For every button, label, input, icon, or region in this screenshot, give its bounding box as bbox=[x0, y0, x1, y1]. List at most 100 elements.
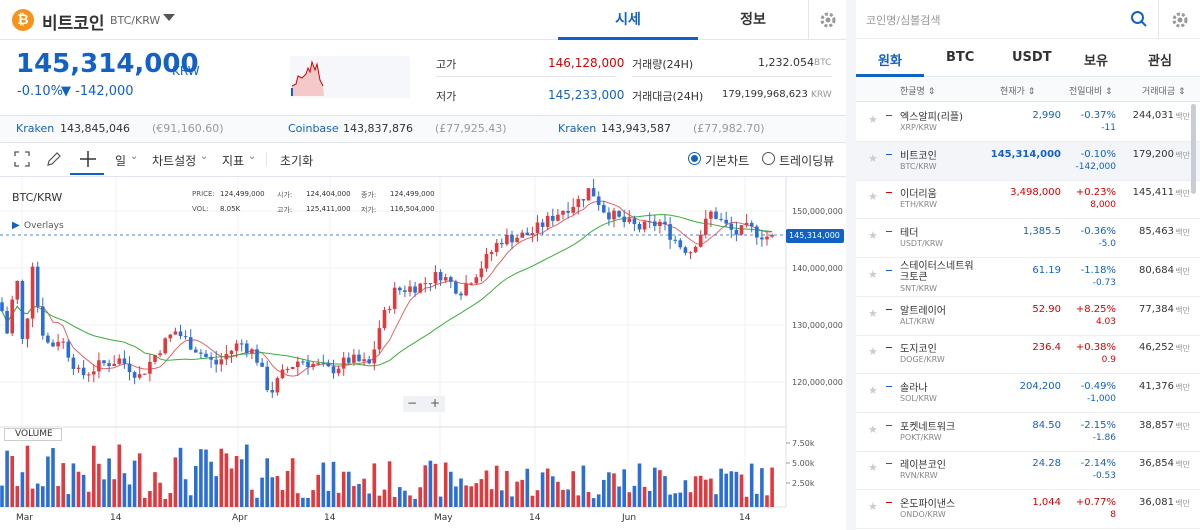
tab-holdings[interactable]: 보유 bbox=[1084, 54, 1108, 69]
candle-body bbox=[556, 214, 560, 221]
tab-btc[interactable]: BTC bbox=[946, 50, 975, 65]
candle-body bbox=[331, 366, 336, 374]
volume-bar bbox=[219, 448, 224, 507]
crosshair-icon[interactable] bbox=[79, 150, 97, 168]
col-volume[interactable]: 거래대금 ⇕ bbox=[1142, 87, 1186, 97]
overlays-toggle[interactable]: Overlays bbox=[24, 221, 64, 231]
volume-bar bbox=[199, 449, 203, 507]
indicators-menu[interactable]: 지표 bbox=[222, 154, 245, 168]
market-row[interactable]: ★ 알트레이어 ALT/KRW 52.90 +8.25% 4.03 77,384… bbox=[856, 297, 1200, 336]
market-row[interactable]: ★ 스테이터스네트워크토큰 SNT/KRW 61.19 -1.18% -0.73… bbox=[856, 258, 1200, 297]
candle-body bbox=[704, 218, 708, 235]
favorite-star-icon[interactable]: ★ bbox=[868, 190, 878, 204]
volume-bar bbox=[173, 457, 178, 507]
trading-view-label[interactable]: 트레이딩뷰 bbox=[779, 154, 835, 168]
col-change[interactable]: 전일대비 ⇕ bbox=[1069, 87, 1113, 97]
favorite-star-icon[interactable]: ★ bbox=[868, 151, 878, 165]
coin-symbol: USDT/KRW bbox=[900, 239, 944, 249]
volume-bar bbox=[158, 482, 162, 507]
coin-change-abs: -11 bbox=[1101, 123, 1116, 133]
market-row[interactable]: ★ 비트코인 BTC/KRW 145,314,000 -0.10% -142,0… bbox=[856, 141, 1200, 181]
fullscreen-icon[interactable] bbox=[14, 151, 30, 167]
market-row[interactable]: ★ 도지코인 DOGE/KRW 236.4 +0.38% 0.9 46,252 … bbox=[856, 335, 1200, 375]
favorite-star-icon[interactable]: ★ bbox=[868, 383, 878, 397]
market-row[interactable]: ★ 테더 USDT/KRW 1,385.5 -0.36% -5.0 85,463… bbox=[856, 219, 1200, 259]
tab-krw[interactable]: 원화 bbox=[878, 54, 902, 69]
settings-gear-icon[interactable] bbox=[1171, 11, 1189, 29]
tab-usdt[interactable]: USDT bbox=[1012, 50, 1052, 65]
volume-bar bbox=[591, 498, 596, 507]
candle-body bbox=[362, 359, 366, 362]
draw-pencil-icon[interactable] bbox=[46, 151, 62, 167]
exchange-fx: (€91,160.60) bbox=[152, 122, 224, 135]
volume-bar bbox=[668, 494, 672, 507]
overlays-arrow-icon[interactable]: ▶ bbox=[12, 220, 20, 231]
favorite-star-icon[interactable]: ★ bbox=[868, 229, 878, 243]
zoom-out-button[interactable]: − bbox=[407, 396, 418, 410]
search-icon[interactable] bbox=[1130, 10, 1148, 28]
coin-volume: 38,857 bbox=[1139, 419, 1174, 431]
market-row[interactable]: ★ 솔라나 SOL/KRW 204,200 -0.49% -1,000 41,3… bbox=[856, 374, 1200, 413]
market-row[interactable]: ★ 레이븐코인 RVN/KRW 24.28 -2.14% -0.53 36,85… bbox=[856, 451, 1200, 491]
tab-price[interactable]: 시세 bbox=[558, 0, 698, 40]
zoom-in-button[interactable]: + bbox=[430, 396, 441, 410]
chevron-down-icon: ⌄ bbox=[200, 151, 209, 162]
chart-settings-menu[interactable]: 차트설정 bbox=[152, 154, 197, 168]
market-row[interactable]: ★ 이더리움 ETH/KRW 3,498,000 +0.23% 8,000 14… bbox=[856, 180, 1200, 220]
trend-mark bbox=[886, 347, 892, 349]
market-row[interactable]: ★ 엑스알피(리플) XRP/KRW 2,990 -0.37% -11 244,… bbox=[856, 103, 1200, 142]
ohlc-label: 종가: bbox=[361, 191, 377, 199]
interval-select[interactable]: 일 bbox=[115, 154, 127, 168]
favorite-star-icon[interactable]: ★ bbox=[868, 306, 878, 320]
candle-body bbox=[500, 242, 504, 245]
ohlc-label: VOL: bbox=[192, 205, 209, 213]
favorite-star-icon[interactable]: ★ bbox=[868, 267, 878, 281]
basic-chart-label[interactable]: 기본차트 bbox=[705, 154, 750, 168]
volume-bar bbox=[612, 473, 616, 507]
coin-price: 1,385.5 bbox=[1022, 226, 1061, 238]
favorite-star-icon[interactable]: ★ bbox=[868, 113, 878, 126]
coin-symbol: ONDO/KRW bbox=[900, 510, 946, 519]
candle-body bbox=[535, 222, 540, 234]
market-row[interactable]: ★ 온도파이낸스 ONDO/KRW 1,044 +0.77% 8 36,081 … bbox=[856, 490, 1200, 529]
trading-view-radio[interactable] bbox=[762, 152, 775, 165]
volume-bar bbox=[10, 456, 14, 507]
candle-body bbox=[377, 328, 382, 350]
tab-favorites[interactable]: 관심 bbox=[1148, 54, 1172, 69]
favorite-star-icon[interactable]: ★ bbox=[868, 461, 878, 475]
settings-gear-icon[interactable] bbox=[819, 11, 837, 29]
col-name[interactable]: 한글명 ⇕ bbox=[900, 87, 936, 97]
coin-change-abs: -0.73 bbox=[1092, 277, 1116, 288]
scrollbar[interactable] bbox=[1191, 104, 1196, 194]
volume-bar bbox=[336, 492, 341, 507]
coin-dropdown-icon[interactable] bbox=[163, 14, 175, 21]
volume-bar bbox=[719, 468, 723, 507]
candle-body bbox=[163, 338, 167, 354]
tab-info[interactable]: 정보 bbox=[740, 12, 766, 28]
search-input[interactable]: 코인명/심볼검색 bbox=[866, 14, 941, 27]
market-tabs: 원화 BTC USDT 보유 관심 bbox=[856, 39, 1200, 77]
candle-body bbox=[285, 368, 290, 370]
favorite-star-icon[interactable]: ★ bbox=[868, 345, 878, 359]
volume-bar bbox=[35, 483, 40, 507]
reset-button[interactable]: 초기화 bbox=[280, 154, 314, 168]
col-price[interactable]: 현재가 ⇕ bbox=[1000, 87, 1036, 97]
market-row[interactable]: ★ 포켓네트워크 POKT/KRW 84.50 -2.15% -1.86 38,… bbox=[856, 413, 1200, 452]
favorite-star-icon[interactable]: ★ bbox=[868, 500, 878, 513]
volume-bar bbox=[275, 476, 280, 507]
favorite-star-icon[interactable]: ★ bbox=[868, 422, 878, 436]
volume-bar bbox=[362, 478, 366, 507]
basic-chart-radio[interactable] bbox=[688, 152, 701, 165]
volume-bar bbox=[239, 459, 244, 507]
volume-unit: BTC bbox=[814, 58, 832, 68]
candle-body bbox=[423, 283, 428, 285]
ohlc-value: 116,504,000 bbox=[390, 205, 435, 213]
coin-symbol: SOL/KRW bbox=[900, 393, 937, 403]
volume-bar bbox=[97, 463, 101, 507]
coin-price: 145,314,000 bbox=[990, 148, 1061, 160]
candle-body bbox=[301, 361, 305, 363]
candlestick-chart[interactable]: 150,000,000 140,000,000 130,000,000 120,000… bbox=[0, 177, 846, 530]
volume-bar bbox=[224, 453, 229, 507]
candle-body bbox=[234, 343, 239, 351]
volume-bar bbox=[469, 486, 473, 507]
